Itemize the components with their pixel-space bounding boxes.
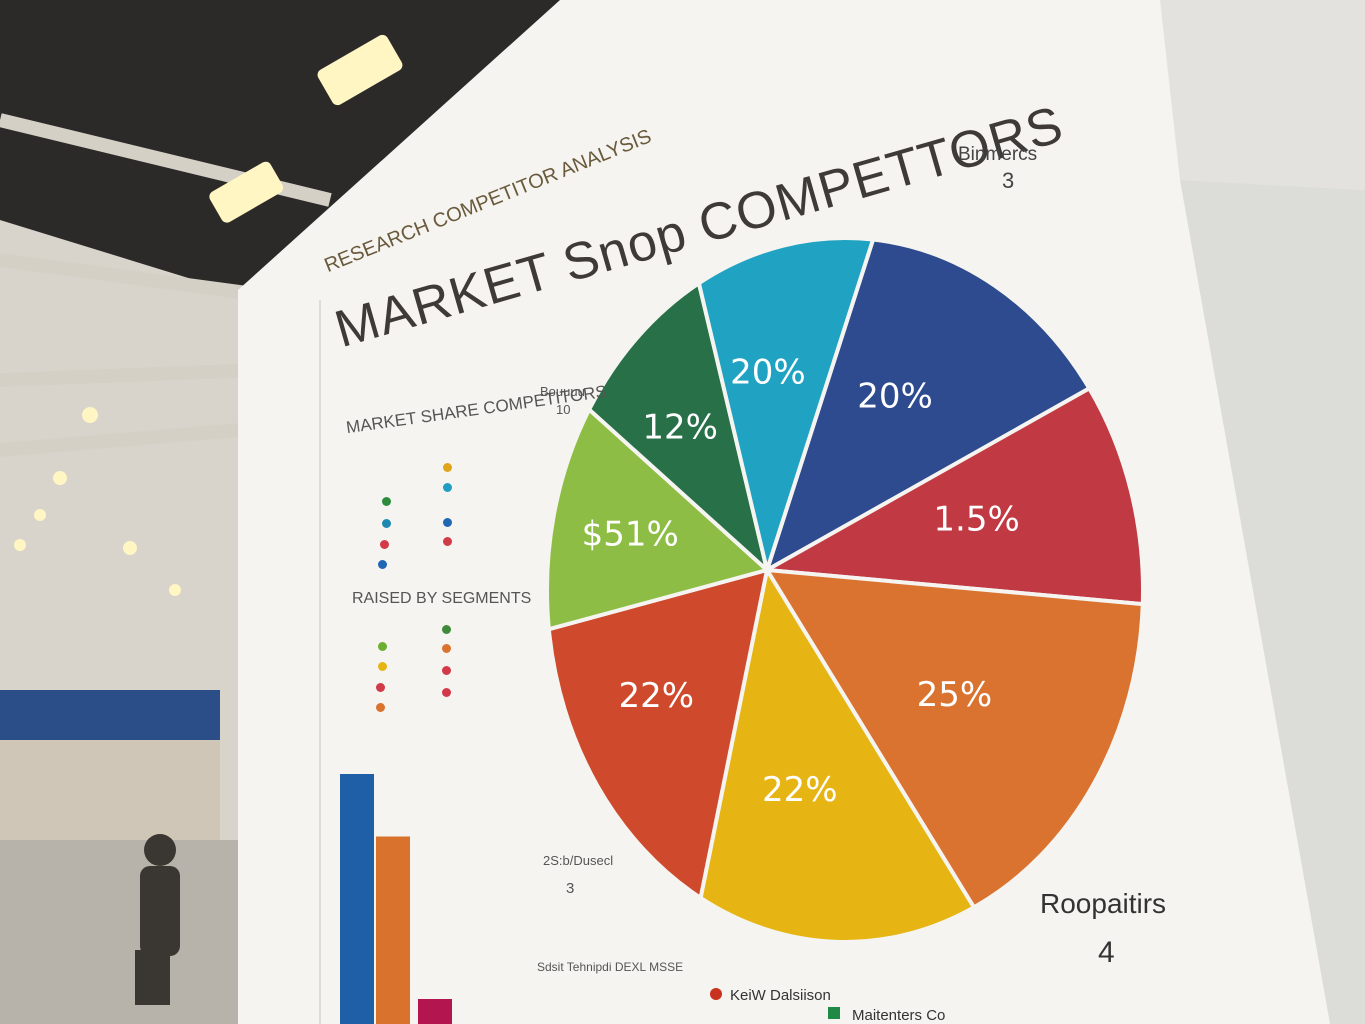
poster-side-panel <box>1160 0 1365 190</box>
bottom-right-label: Roopaitirs <box>1040 888 1167 919</box>
pie-slice-label: 1.5% <box>933 500 1019 540</box>
pie-slice <box>545 406 772 632</box>
legend-dot-blue-2 <box>443 518 452 527</box>
legend-dot-red-4 <box>442 688 451 697</box>
legend-dot-orange-2 <box>442 644 451 653</box>
bar <box>418 999 452 1024</box>
center-small-label: 2S:b/Dusecl <box>543 853 614 868</box>
legend-dot-gold <box>378 662 387 671</box>
legend-dot-yellow <box>443 463 452 472</box>
top-right-value: 3 <box>1002 168 1015 193</box>
pie-slice <box>763 567 1145 911</box>
legend-dot-red <box>380 540 389 549</box>
bar-chart <box>340 774 452 1024</box>
hall-floor <box>0 840 240 1024</box>
booth-wall <box>0 740 220 850</box>
legend-dot-lime <box>378 642 387 651</box>
pie-slice <box>698 564 977 944</box>
legend-dot-crimson <box>376 683 385 692</box>
legend-dot-red-3 <box>442 666 451 675</box>
legend-dot-cyan <box>443 483 452 492</box>
center-small-value: 3 <box>566 880 575 897</box>
pie-slice-label: 12% <box>642 408 718 448</box>
bottom-legend-2: Maitenters Co <box>852 1007 946 1024</box>
bar <box>376 836 410 1024</box>
pie-slice <box>696 236 876 578</box>
legend-dot-red-2 <box>443 537 452 546</box>
pie-slice <box>586 279 771 576</box>
legend-dot-navy <box>378 560 387 569</box>
pie-slice <box>546 567 770 902</box>
pie-slice-label: 25% <box>917 675 993 715</box>
pie-slice-label: 20% <box>730 352 806 392</box>
top-right-label: Binmercs <box>958 144 1038 165</box>
bar <box>340 774 374 1024</box>
legend-dot-blue <box>382 519 391 528</box>
small-top-value: 10 <box>556 402 571 417</box>
poster-side-edge <box>1180 180 1365 1024</box>
legend-dot-forest <box>442 625 451 634</box>
visitor-silhouette <box>135 834 180 1005</box>
legend-dot-green <box>382 497 391 506</box>
pie-slice-label: 20% <box>857 377 933 417</box>
pie-chart: 20% 1.5% 25% 22% 22% $51% 12% 20% <box>545 236 1145 944</box>
bottom-right-value: 4 <box>1098 936 1115 969</box>
bottom-legend-dot-2 <box>828 1007 840 1019</box>
ceiling-lights <box>14 34 403 596</box>
bottom-legend-dot-1 <box>710 988 722 1000</box>
small-top-label: Bouuuu <box>540 384 585 399</box>
pie-slice-label: $51% <box>582 514 679 554</box>
pie-slice-label: 22% <box>762 770 838 810</box>
pie-slice <box>760 385 1145 607</box>
legend-dot-orange <box>376 703 385 712</box>
legend-heading-segments: RAISED BY SEGMENTS <box>352 590 532 607</box>
pie-slice-label: 22% <box>618 676 694 716</box>
bottom-left-caption: Sdsit Tehnipdi DEXL MSSE <box>537 960 684 974</box>
bottom-legend-1: KeiW Dalsiison <box>730 987 831 1004</box>
